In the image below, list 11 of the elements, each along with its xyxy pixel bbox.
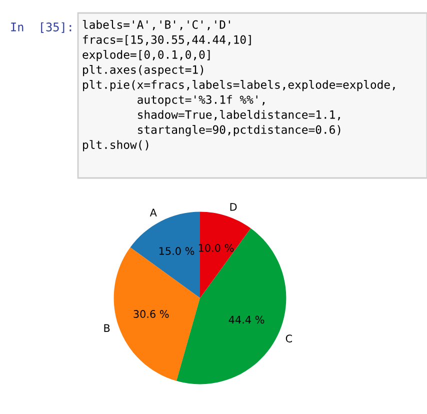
data-label: 44.4 % [228,316,264,324]
pie-slice [200,212,251,298]
pie-slice [114,247,200,381]
slice-label: D [230,203,237,211]
slice-label: B [104,324,110,332]
data-label: 15.0 % [159,247,194,255]
text: labels='A','B','C','D' fracs=[15,30.55,44.44,10] explode=[0,0.1,0,0] plt.axes(aspect=1) plt.pie(x=fracs,labels=labels,explode=explode, autopct='%3.1f %%', shadow=True,labeldistance=1.1, startangle=90,pctdistance=0.6) plt.show() [82,20,395,152]
slice-label: A [150,208,157,216]
slice-label: C [286,334,292,342]
text: In [35]: [11,22,72,33]
data-label: 30.6 % [134,310,169,318]
